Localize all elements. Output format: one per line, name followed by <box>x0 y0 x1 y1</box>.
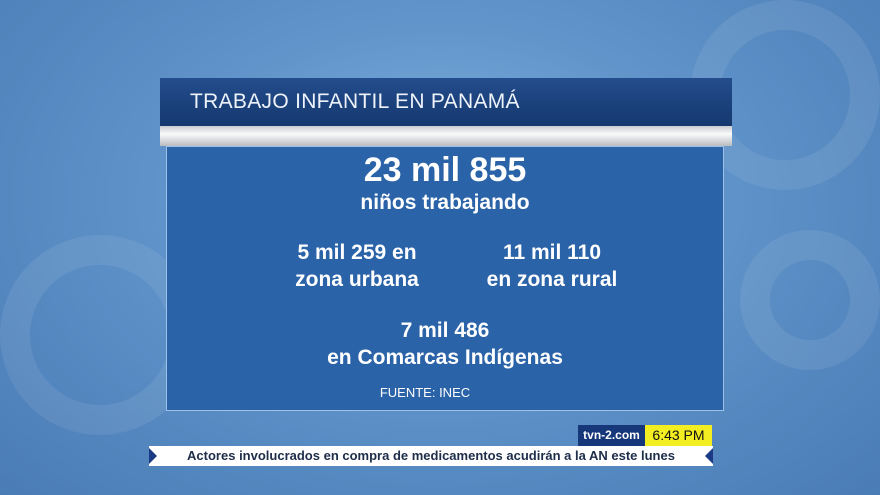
urban-stat: 5 mil 259 en zona urbana <box>262 239 452 293</box>
ticker-left-arrow-icon <box>149 448 157 464</box>
site-badge: tvn-2.com <box>578 425 645 446</box>
urban-value: 5 mil 259 en <box>297 241 417 264</box>
comarcas-label: en Comarcas Indígenas <box>327 346 563 369</box>
silver-stripe <box>160 126 732 146</box>
total-value: 23 mil 855 <box>363 151 527 189</box>
stats-panel: 23 mil 855 niños trabajando 5 mil 259 en… <box>166 146 724 411</box>
rural-stat: 11 mil 110 en zona rural <box>452 239 652 293</box>
graphic-header: TRABAJO INFANTIL EN PANAMÁ <box>160 78 732 126</box>
ticker-headline: Actores involucrados en compra de medica… <box>187 448 675 463</box>
news-ticker: Actores involucrados en compra de medica… <box>149 446 713 466</box>
comarcas-value: 7 mil 486 <box>400 319 490 342</box>
total-label: niños trabajando <box>360 191 530 214</box>
urban-label: zona urbana <box>295 268 419 291</box>
time-badge: 6:43 PM <box>645 425 712 446</box>
source: FUENTE: INEC <box>379 385 471 400</box>
comarcas-stat: 7 mil 486 en Comarcas Indígenas <box>167 317 723 371</box>
rural-value: 11 mil 110 <box>502 241 602 264</box>
rural-label: en zona rural <box>486 268 618 291</box>
ticker-right-arrow-icon <box>705 448 713 464</box>
graphic-title: TRABAJO INFANTIL EN PANAMÁ <box>190 90 520 113</box>
